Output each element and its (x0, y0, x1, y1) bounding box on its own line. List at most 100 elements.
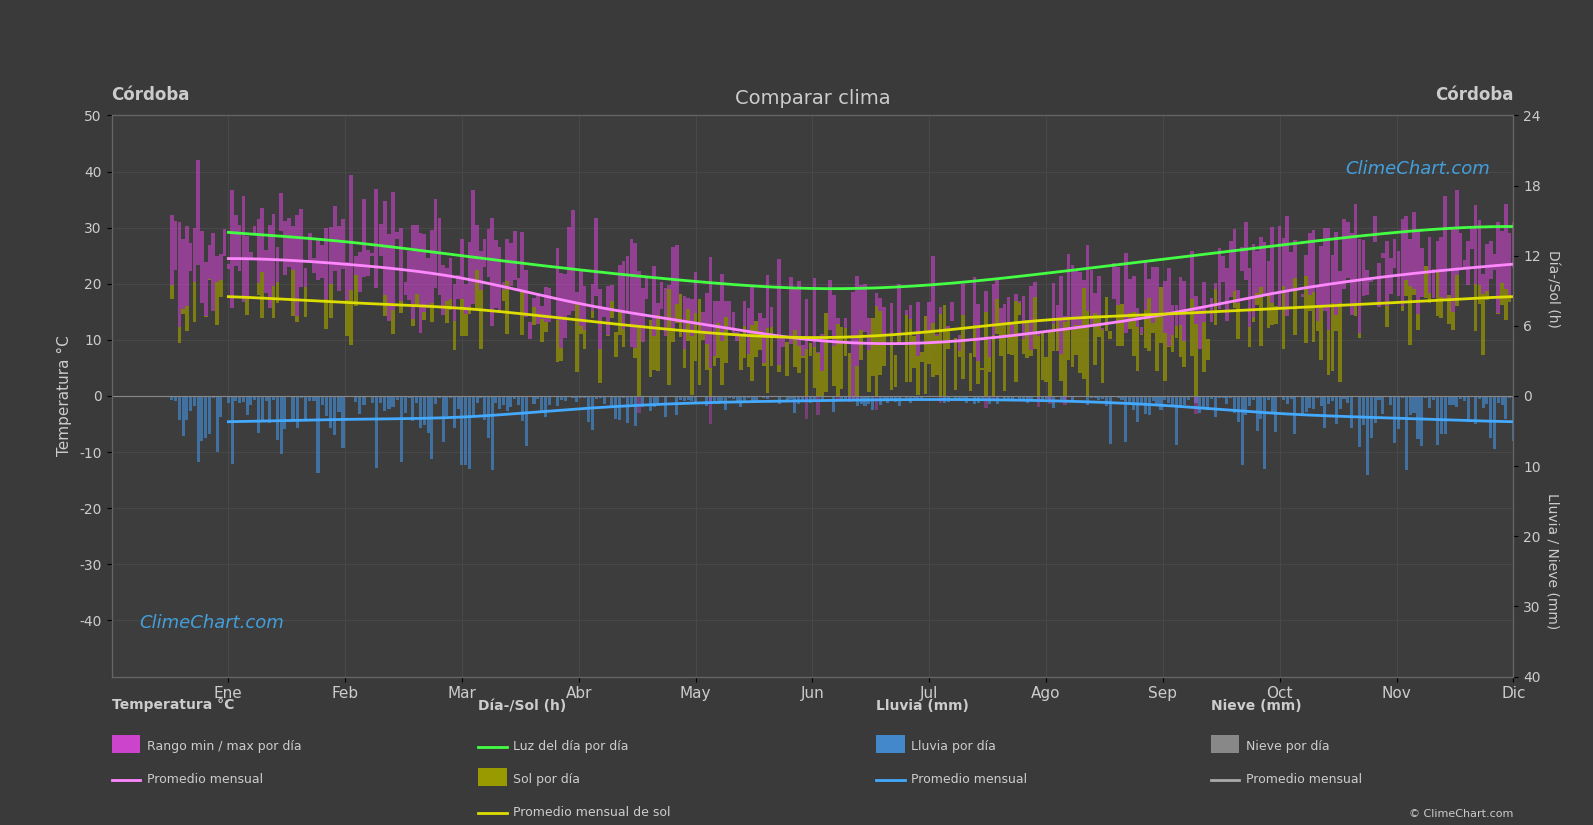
Bar (1545, 291, 1548, 317)
Bar (1010, 396, 1013, 401)
Bar (1109, 332, 1112, 339)
Bar (1252, 396, 1255, 400)
Bar (927, 303, 930, 332)
Y-axis label: Temperatura °C: Temperatura °C (57, 336, 72, 456)
Bar (1004, 304, 1007, 323)
Bar (245, 299, 249, 315)
Bar (1141, 396, 1144, 404)
Bar (1515, 396, 1518, 406)
Bar (820, 334, 824, 371)
Bar (645, 276, 648, 299)
Bar (935, 337, 938, 375)
Bar (1029, 396, 1032, 401)
Bar (1266, 294, 1270, 328)
Bar (1048, 396, 1051, 404)
Bar (475, 225, 479, 270)
Bar (1365, 396, 1368, 475)
Bar (583, 286, 586, 331)
Bar (1405, 215, 1408, 280)
Bar (320, 245, 325, 278)
Bar (1125, 396, 1128, 441)
Bar (346, 262, 349, 299)
Bar (1032, 298, 1037, 349)
Bar (387, 233, 390, 322)
Bar (927, 332, 930, 365)
Bar (878, 310, 883, 375)
Bar (207, 245, 212, 279)
Bar (1117, 396, 1120, 398)
Bar (264, 250, 268, 293)
Bar (325, 299, 328, 329)
Bar (1086, 396, 1090, 405)
Bar (1133, 396, 1136, 410)
Bar (1397, 251, 1400, 296)
Bar (304, 287, 307, 318)
Bar (325, 228, 328, 299)
Bar (1270, 303, 1274, 325)
Bar (1553, 396, 1556, 413)
Bar (1496, 313, 1501, 314)
Bar (591, 311, 594, 318)
Bar (1021, 295, 1026, 339)
Bar (812, 396, 816, 401)
Bar (1435, 271, 1438, 316)
Bar (1459, 233, 1462, 267)
Bar (1078, 325, 1082, 373)
Bar (521, 291, 524, 335)
Bar (855, 366, 859, 396)
Bar (1198, 396, 1201, 413)
Bar (594, 396, 597, 398)
Bar (717, 301, 720, 323)
Bar (1553, 278, 1556, 318)
Bar (242, 196, 245, 303)
Bar (962, 285, 965, 315)
Bar (272, 214, 276, 285)
Bar (505, 281, 510, 333)
Text: Promedio mensual: Promedio mensual (1246, 773, 1362, 786)
Bar (938, 396, 943, 403)
Bar (586, 396, 589, 422)
Text: Promedio mensual de sol: Promedio mensual de sol (513, 806, 671, 819)
Bar (723, 318, 728, 362)
Bar (607, 286, 610, 335)
Bar (1301, 396, 1303, 414)
Bar (433, 199, 438, 288)
Bar (913, 336, 916, 368)
Bar (1026, 396, 1029, 403)
Bar (182, 238, 185, 309)
Bar (1362, 240, 1365, 296)
Bar (460, 299, 464, 336)
Bar (785, 396, 789, 402)
Bar (913, 396, 916, 398)
Bar (946, 327, 949, 330)
Bar (220, 396, 223, 417)
Bar (333, 206, 336, 271)
Bar (483, 396, 486, 420)
Bar (1067, 396, 1070, 398)
Bar (575, 292, 578, 304)
Bar (336, 225, 341, 291)
Bar (1217, 396, 1220, 398)
Bar (468, 307, 472, 314)
Bar (261, 396, 264, 422)
Bar (491, 396, 494, 469)
Bar (226, 396, 229, 403)
Bar (411, 225, 414, 319)
Bar (196, 160, 201, 265)
Bar (427, 396, 430, 433)
Bar (414, 294, 419, 307)
Bar (844, 396, 847, 400)
Bar (328, 228, 333, 284)
Text: ClimeChart.com: ClimeChart.com (140, 614, 284, 632)
Bar (1233, 396, 1236, 413)
Bar (196, 396, 199, 461)
Bar (905, 315, 908, 382)
Bar (750, 396, 753, 403)
Bar (1378, 262, 1381, 307)
Bar (529, 396, 532, 397)
Bar (1230, 396, 1233, 398)
Bar (218, 254, 223, 280)
Bar (672, 396, 674, 397)
Bar (671, 248, 675, 328)
Bar (1086, 244, 1090, 311)
